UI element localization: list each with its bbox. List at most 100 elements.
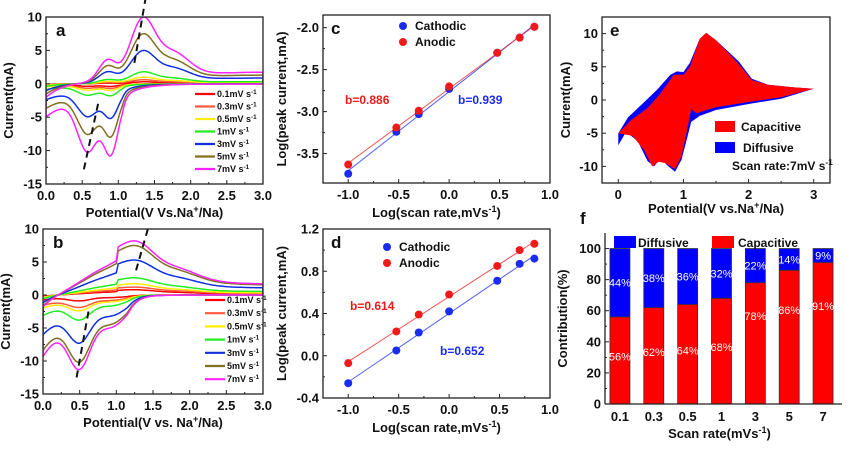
bar-label-diffusive: 14% (778, 254, 800, 266)
legend-label: 0.1mV s-1 (227, 295, 267, 306)
legend-marker (383, 259, 391, 267)
legend-label: 5mV s-1 (217, 151, 250, 162)
x-tick-label: 0.0 (440, 402, 458, 417)
y-tick-label: -5 (586, 126, 598, 141)
cathodic-peak-shift-line (75, 311, 90, 381)
y-tick-label: 0 (32, 288, 39, 303)
legend-label: 5mV s-1 (227, 361, 260, 372)
y-tick-label: 0 (591, 93, 598, 108)
panel-e: 0 1 2 3 10 5 0 -5 -10 e Capacitive Diffusive Scan ra… (558, 16, 833, 216)
y-tick-label: -0.4 (297, 391, 320, 406)
x-tick-label: 1.0 (107, 398, 125, 413)
legend-label: Anodic (399, 256, 440, 270)
slope-annotation-cathodic: b=0.652 (440, 344, 485, 358)
data-point-anodic (493, 261, 502, 270)
data-point-anodic (414, 106, 423, 115)
bar-diffusive (779, 248, 800, 271)
cv-curve-7mV-s-1 (46, 17, 263, 157)
data-point-anodic (344, 160, 353, 169)
data-point-cathodic (493, 276, 502, 285)
bar-label-diffusive: 22% (744, 261, 766, 273)
x-tick-label: 0.5 (491, 187, 509, 202)
data-point-cathodic (344, 379, 353, 388)
bar-label-capacitive: 86% (778, 305, 800, 317)
data-point-cathodic (344, 169, 353, 178)
bar-label-diffusive: 44% (609, 278, 631, 290)
panel-label: e (610, 21, 619, 40)
x-tick-label: 1.0 (541, 187, 559, 202)
legend-label: 0.3mV s-1 (227, 308, 267, 319)
bar-group: 62% 38% (643, 248, 665, 405)
y-tick-label: 1.2 (301, 222, 319, 237)
x-tick-label: 0.0 (37, 188, 55, 203)
legend-label: 0.5mV s-1 (227, 321, 267, 332)
cv-curves (43, 240, 263, 371)
cv-curve-5mV-s-1 (46, 32, 263, 138)
panel-f: 56% 44% 0.1 62% 38% 0.3 64% 36% 0.5 68% 32% 1 78% 22%… (555, 209, 842, 441)
plot-frame (322, 228, 551, 399)
legend-label: 7mV s-1 (227, 374, 260, 385)
x-tick-label: 7 (819, 409, 826, 424)
cv-curves (46, 17, 263, 157)
bar-diffusive (643, 248, 664, 308)
bar-label-diffusive: 9% (815, 251, 831, 263)
x-tick-label: 1.5 (144, 398, 162, 413)
legend: Capacitive Diffusive (715, 120, 801, 155)
cathodic-peak-shift-line (82, 103, 100, 171)
fit-line-anodic (347, 25, 535, 164)
y-tick-label: 80 (587, 272, 601, 287)
data-point-cathodic (392, 346, 401, 355)
y-axis-label: Current(mA) (558, 62, 573, 139)
legend-label: Cathodic (415, 19, 467, 33)
y-axis-label: Contribution(%) (555, 269, 570, 367)
x-axis-label: Scan rate(mVs-1) (668, 425, 771, 441)
legend-label: Capacitive (738, 236, 798, 250)
panel-b: 0.0 0.5 1.0 1.5 2.0 2.5 3.0 10 5 0 -5 -10 -15 b 0.1mV … (0, 222, 272, 431)
legend-label: 3mV s-1 (227, 347, 260, 358)
x-tick-label: 2.0 (182, 188, 200, 203)
y-tick-label: 100 (579, 241, 601, 256)
x-tick-label: 1 (680, 187, 687, 202)
x-tick-label: 0.5 (679, 409, 697, 424)
bar-capacitive (643, 307, 664, 404)
x-axis-label: Potential(V vs.Na+/Na) (648, 200, 784, 216)
y-axis-label: Log(peak current,mA) (274, 246, 289, 381)
y-tick-label: 0.0 (301, 348, 319, 363)
legend-label: 7mV s-1 (217, 164, 250, 175)
bar-label-capacitive: 62% (643, 347, 665, 359)
x-tick-label: -0.5 (387, 187, 409, 202)
x-tick-label: 0.3 (645, 409, 663, 424)
x-tick-label: 3 (810, 187, 817, 202)
x-tick-label: 0.5 (71, 398, 89, 413)
panel-d: -1.0 -0.5 0.0 0.5 1.0 1.2 0.8 0.4 0.0 -0.4 d Cathod… (274, 222, 559, 436)
x-tick-label: 0.0 (34, 398, 52, 413)
bar-group: 56% 44% (609, 248, 631, 405)
data-point-anodic (414, 310, 423, 319)
legend-swatch-capacitive (712, 236, 734, 248)
x-tick-label: 5 (786, 409, 793, 424)
legend-label: Diffusive (638, 236, 689, 250)
bar-capacitive (779, 270, 800, 404)
bar-capacitive (813, 262, 834, 404)
data-point-anodic (392, 123, 401, 132)
legend-marker (399, 38, 407, 46)
fit-line-cathodic (347, 255, 535, 383)
data-point-anodic (515, 33, 524, 42)
cv-curve-3mV-s-1 (43, 259, 263, 344)
bar-group: 91% 9% (812, 248, 834, 405)
x-tick-label: 0.5 (491, 402, 509, 417)
bar-diffusive (711, 248, 732, 299)
y-tick-label: 20 (587, 365, 601, 380)
x-tick-label: 2.5 (217, 398, 235, 413)
legend-marker (383, 243, 391, 251)
bar-label-capacitive: 78% (744, 311, 766, 323)
data-point-anodic (493, 48, 502, 57)
legend-label: 1mV s-1 (227, 334, 260, 345)
legend-swatch (715, 121, 735, 132)
y-tick-label: 0 (594, 397, 601, 412)
legend-label: 3mV s-1 (217, 139, 250, 150)
cv-curve-0-3mV-s-1 (43, 286, 263, 309)
legend-label: Capacitive (741, 120, 801, 134)
